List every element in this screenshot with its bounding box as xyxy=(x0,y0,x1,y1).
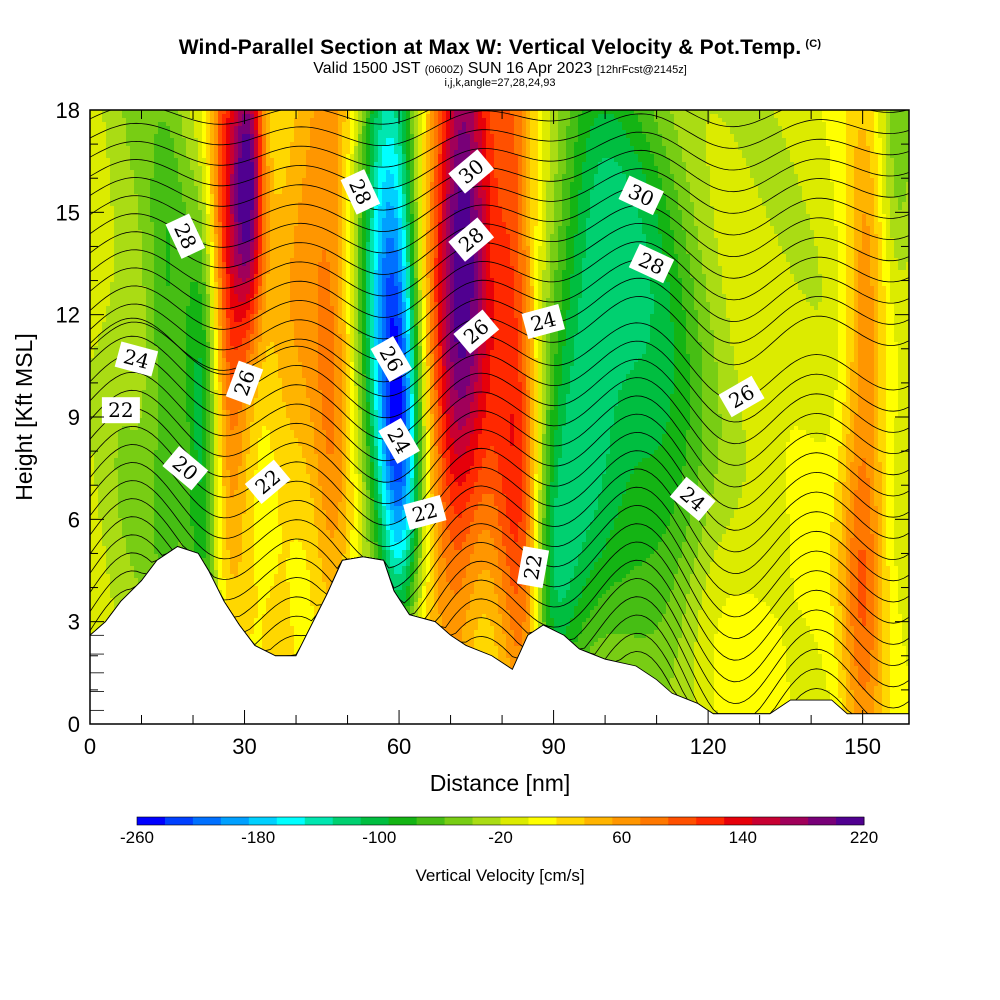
colorbar-swatch xyxy=(305,817,333,825)
x-tick-label: 60 xyxy=(387,734,411,759)
colorbar-swatch xyxy=(445,817,473,825)
colorbar-swatch xyxy=(277,817,305,825)
contour-label: 22 xyxy=(102,397,140,423)
y-tick-label: 15 xyxy=(56,200,80,225)
x-tick-label: 0 xyxy=(84,734,96,759)
colorbar-swatch xyxy=(640,817,668,825)
isentrope-line xyxy=(90,59,909,104)
y-axis-label: Height [Kft MSL] xyxy=(11,333,37,500)
x-tick-label: 30 xyxy=(232,734,256,759)
y-tick-label: 18 xyxy=(56,98,80,123)
x-axis-label: Distance [nm] xyxy=(430,770,571,796)
y-tick-label: 6 xyxy=(68,507,80,532)
x-tick-label: 120 xyxy=(690,734,727,759)
y-tick-label: 0 xyxy=(68,712,80,737)
colorbar-swatch xyxy=(137,817,165,825)
colorbar-title: Vertical Velocity [cm/s] xyxy=(415,866,584,885)
colorbar-swatch xyxy=(780,817,808,825)
colorbar-swatch xyxy=(612,817,640,825)
y-tick-label: 3 xyxy=(68,610,80,635)
colorbar-swatch xyxy=(473,817,501,825)
colorbar-tick-label: -180 xyxy=(241,828,275,847)
colorbar-swatch xyxy=(333,817,361,825)
colorbar-swatch xyxy=(193,817,221,825)
colorbar-swatch xyxy=(417,817,445,825)
colorbar-swatch xyxy=(724,817,752,825)
colorbar-swatch xyxy=(389,817,417,825)
colorbar-swatch xyxy=(584,817,612,825)
colorbar-swatch xyxy=(696,817,724,825)
colorbar-tick-label: -100 xyxy=(362,828,396,847)
chart-canvas: 28283028302824262626 2422242620 2222 2422 0… xyxy=(0,0,1000,1000)
colorbar-swatch xyxy=(808,817,836,825)
colorbar-swatch xyxy=(668,817,696,825)
colorbar-swatch xyxy=(249,817,277,825)
x-tick-label: 150 xyxy=(844,734,881,759)
colorbar-swatch xyxy=(528,817,556,825)
colorbar-swatch xyxy=(836,817,864,825)
colorbar-swatch xyxy=(165,817,193,825)
colorbar-tick-label: -20 xyxy=(488,828,513,847)
colorbar-swatch xyxy=(221,817,249,825)
contour-label-text: 22 xyxy=(519,552,547,581)
colorbar-tick-label: 220 xyxy=(850,828,878,847)
colorbar-tick-label: 60 xyxy=(612,828,631,847)
y-tick-label: 9 xyxy=(68,405,80,430)
colorbar-swatch xyxy=(752,817,780,825)
y-tick-label: 12 xyxy=(56,303,80,328)
isentrope-line xyxy=(90,41,909,84)
colorbar-tick-label: -260 xyxy=(120,828,154,847)
colorbar: -260 -180 -100 -20 60 140 220 xyxy=(120,817,878,847)
x-tick-label: 90 xyxy=(541,734,565,759)
colorbar-swatch xyxy=(501,817,529,825)
colorbar-swatch xyxy=(361,817,389,825)
colorbar-tick-label: 140 xyxy=(729,828,757,847)
contour-label-text: 22 xyxy=(108,398,133,422)
colorbar-swatch xyxy=(556,817,584,825)
